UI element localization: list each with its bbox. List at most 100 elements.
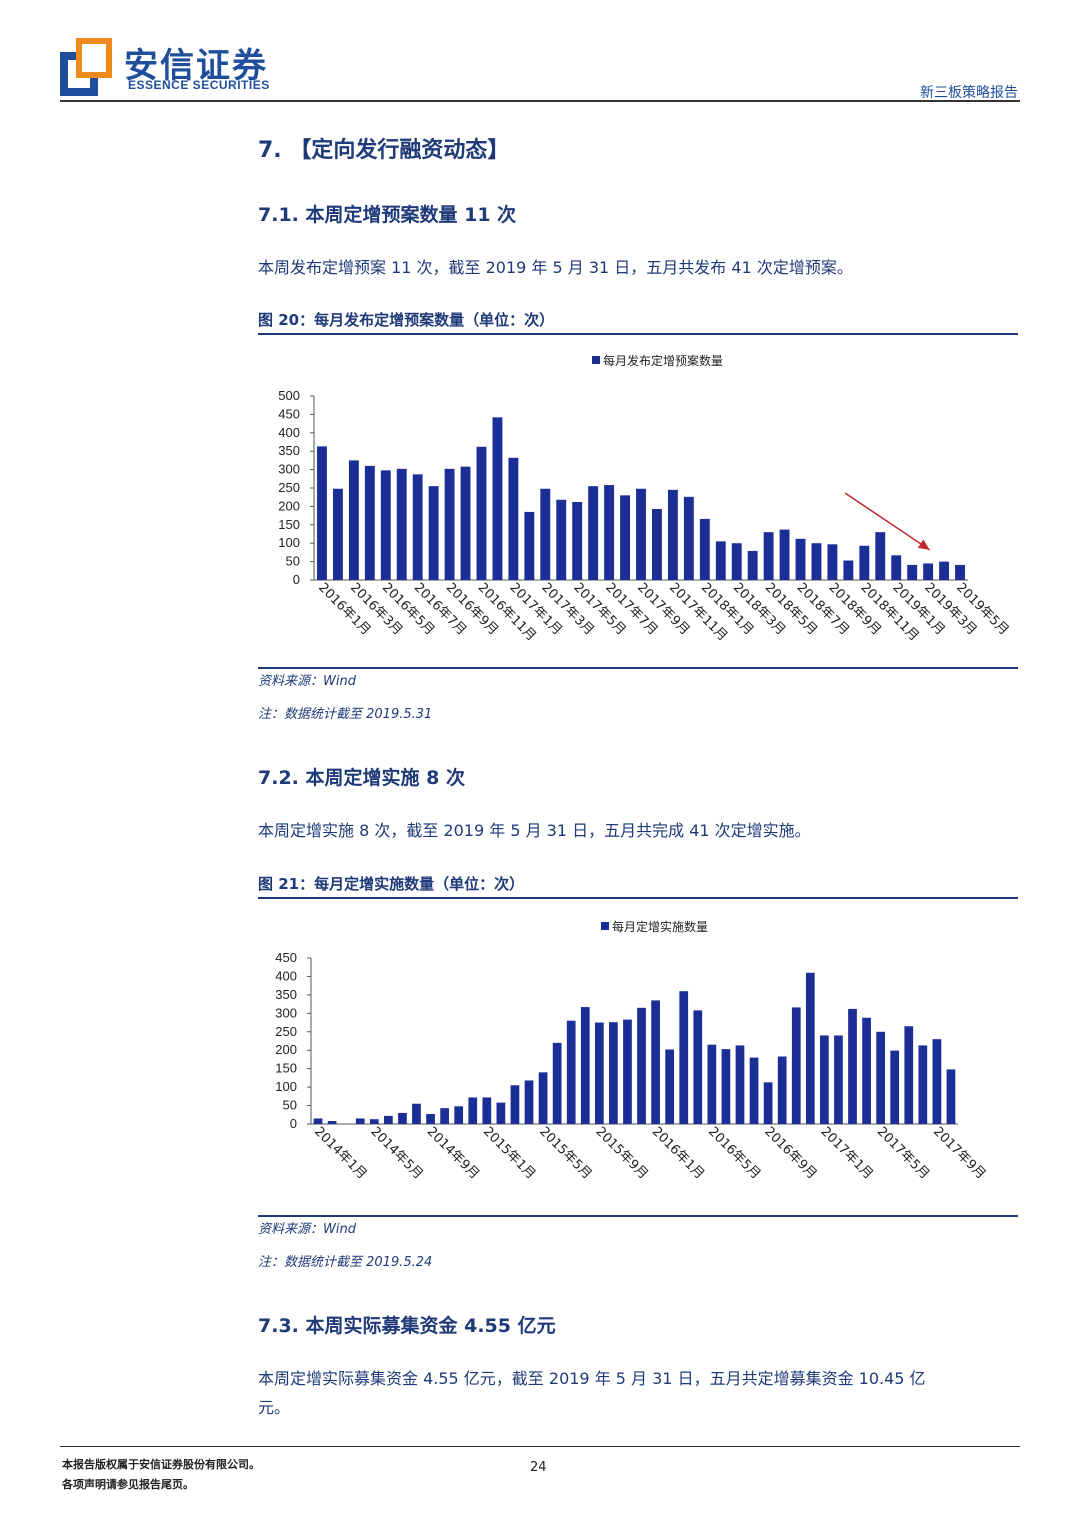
y-tick-label: 150: [278, 517, 300, 532]
bar: [317, 446, 327, 580]
bar: [749, 1057, 759, 1124]
y-tick-label: 200: [275, 1042, 297, 1057]
bar: [355, 1118, 365, 1124]
bar: [620, 495, 630, 580]
bar: [454, 1106, 464, 1124]
bar: [444, 468, 455, 580]
bar: [747, 550, 758, 580]
y-tick-label: 100: [275, 1079, 297, 1094]
logo-company-name-en: ESSENCE SECURITIES: [128, 78, 270, 92]
figure-21-top-rule: [258, 897, 1018, 899]
bar: [594, 1022, 604, 1124]
bar: [827, 544, 838, 580]
figure-21-bottom-rule: [258, 1215, 1018, 1217]
bar: [946, 1069, 956, 1124]
y-tick-label: 450: [278, 406, 300, 421]
bar: [538, 1072, 548, 1124]
bar: [876, 1031, 886, 1124]
heading-7-3: 7.3. 本周实际募集资金 4.55 亿元: [258, 1315, 556, 1337]
bar: [859, 545, 870, 580]
bar: [891, 555, 902, 580]
bar: [665, 1049, 675, 1124]
x-tick-label: 2015年9月: [593, 1124, 651, 1182]
bar: [795, 538, 806, 580]
y-tick-label: 350: [278, 443, 300, 458]
bar: [580, 1007, 590, 1124]
footer-disclaimer: 各项声明请参见报告尾页。: [62, 1478, 194, 1491]
y-tick-label: 350: [275, 987, 297, 1002]
x-tick-label: 2014年9月: [424, 1124, 482, 1182]
header-divider: [60, 100, 1020, 102]
bar: [492, 417, 503, 580]
figure-21-source: 资料来源：Wind: [258, 1222, 356, 1237]
bar: [476, 446, 487, 580]
chart-20-svg: 每月发布定增预案数量 0 50 100 150 200 250 300 350 400 450 500…: [278, 353, 1011, 644]
bar: [805, 972, 815, 1124]
bar: [683, 496, 694, 580]
bar: [636, 488, 646, 580]
bar: [383, 1115, 393, 1124]
bar: [843, 560, 854, 580]
trend-arrow-icon: [844, 492, 931, 551]
bar: [604, 485, 615, 580]
logo-mark-icon: [60, 38, 112, 96]
bar: [623, 1019, 632, 1124]
legend-swatch: [601, 922, 609, 930]
chart-21-svg: 每月定增实施数量 0 50 100 150 200 250 300 350 400 450 2014年…: [275, 919, 988, 1182]
x-tick-label: 2015年5月: [536, 1124, 594, 1182]
bar: [932, 1039, 942, 1124]
bar: [412, 474, 423, 580]
bar: [556, 499, 567, 580]
bar: [609, 1022, 618, 1124]
x-tick-label: 2014年1月: [311, 1124, 369, 1182]
bar: [862, 1017, 871, 1124]
bar: [348, 460, 359, 580]
bar: [327, 1121, 337, 1124]
legend-label: 每月定增实施数量: [612, 919, 708, 934]
y-tick-label: 0: [290, 1116, 297, 1131]
bar: [679, 991, 689, 1124]
bar: [428, 486, 439, 580]
x-tick-label: 2015年1月: [480, 1124, 538, 1182]
bar: [524, 511, 535, 580]
bar: [426, 1114, 435, 1124]
bar: [313, 1118, 323, 1124]
bar: [440, 1108, 449, 1124]
figure-21-note: 注：数据统计截至 2019.5.24: [258, 1255, 433, 1270]
footer-copyright: 本报告版权属于安信证券股份有限公司。: [62, 1458, 260, 1471]
bar: [763, 532, 774, 580]
bar: [923, 563, 934, 580]
bar: [552, 1042, 562, 1124]
bar: [496, 1102, 506, 1124]
bar: [699, 518, 710, 580]
bar: [779, 529, 790, 580]
bar: [540, 488, 551, 580]
bar: [468, 1097, 478, 1124]
bar: [369, 1119, 379, 1124]
x-tick-label: 2016年5月: [705, 1124, 763, 1182]
bar: [510, 1085, 520, 1124]
bar: [791, 1007, 801, 1124]
bar: [693, 1010, 703, 1124]
bar: [715, 541, 726, 580]
bar: [651, 1000, 660, 1124]
paragraph-7-1: 本周发布定增预案 11 次，截至 2019 年 5 月 31 日，五月共发布 4…: [258, 258, 853, 277]
x-tick-label: 2016年1月: [649, 1124, 707, 1182]
bar: [508, 457, 519, 580]
bar: [412, 1103, 421, 1124]
figure-21-chart: 每月定增实施数量 0 50 100 150 200 250 300 350 400 450 2014年…: [258, 902, 1018, 1216]
figure-20-chart: 每月发布定增预案数量 0 50 100 150 200 250 300 350 400 450 500…: [258, 338, 1018, 668]
bar: [907, 564, 918, 580]
y-tick-label: 150: [275, 1061, 297, 1076]
x-tick-label: 2016年9月: [761, 1124, 819, 1182]
legend-label: 每月发布定增预案数量: [603, 353, 723, 368]
bar: [820, 1035, 829, 1124]
figure-20-bottom-rule: [258, 667, 1018, 669]
bar: [763, 1082, 773, 1124]
bar: [875, 532, 886, 580]
bar: [332, 488, 343, 580]
bar: [707, 1044, 717, 1124]
bar: [566, 1020, 576, 1124]
bar: [890, 1050, 900, 1124]
paragraph-7-3-line2: 元。: [258, 1398, 291, 1417]
